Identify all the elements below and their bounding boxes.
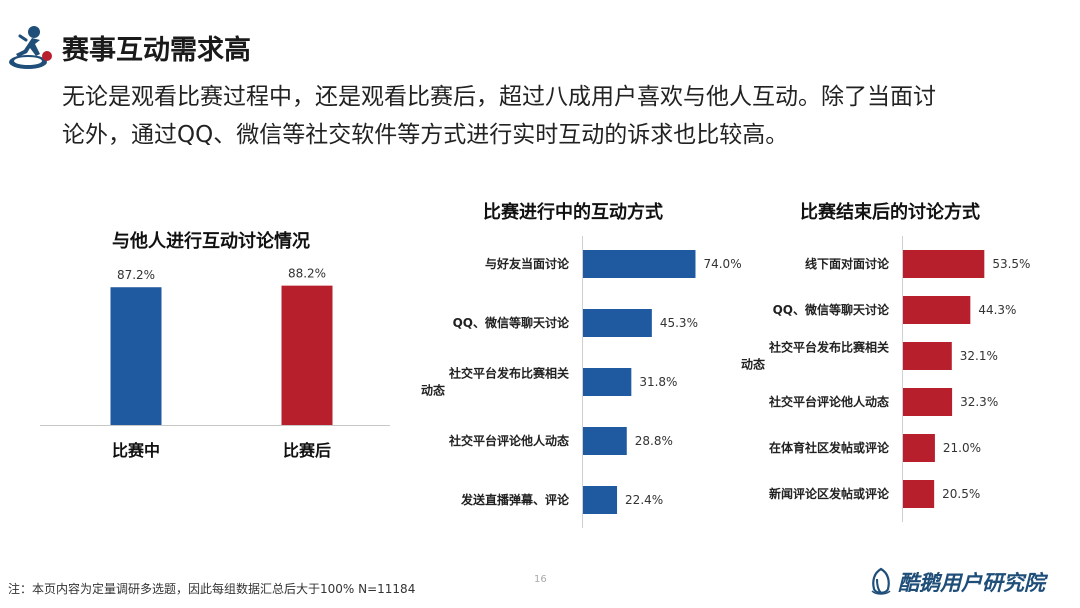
during-match-bar-chart: 74.0% 与好友当面讨论 45.3% QQ、微信等聊天讨论 31.8% 社交平台发布比赛… [421,236,742,528]
data-label: 74.0% [703,257,741,271]
page-title: 赛事互动需求高 [62,35,251,66]
logo-icon [9,26,52,69]
intro-line: 无论是观看比赛过程中，还是观看比赛后，超过八成用户喜欢与他人互动。除了当面讨 [62,84,936,110]
category-label: QQ、微信等聊天讨论 [773,302,890,317]
category-label: 社交平台发布比赛相关 [448,366,569,381]
bar [281,285,333,425]
bar [583,427,627,455]
data-label: 21.0% [943,441,981,455]
category-label: 动态 [741,357,765,372]
intro-line: 论外，通过QQ、微信等社交软件等方式进行实时互动的诉求也比较高。 [62,122,789,148]
bar [583,250,696,278]
after-match-bar-chart: 53.5% 线下面对面讨论 44.3% QQ、微信等聊天讨论 32.1% 社交平台发布比赛… [741,236,1030,522]
data-label: 32.3% [960,395,998,409]
data-label: 44.3% [978,303,1016,317]
data-label: 87.2% [117,268,155,282]
bar [903,480,935,508]
bar [110,287,162,425]
interaction-bar-chart: 87.2% 比赛中 88.2% 比赛后 [40,267,390,460]
intro-text: 无论是观看比赛过程中，还是观看比赛后，超过八成用户喜欢与他人互动。除了当面讨 论… [62,78,1062,154]
data-label: 45.3% [660,316,698,330]
penguin-icon [871,567,891,595]
data-label: 31.8% [639,375,677,389]
bar [903,250,985,278]
category-label: 在体育社区发帖或评论 [769,440,890,455]
bar [583,368,632,396]
category-label: 新闻评论区发帖或评论 [769,486,890,501]
category-label: 与好友当面讨论 [485,256,570,271]
page-number: 16 [534,574,547,585]
chart-title-after-match: 比赛结束后的讨论方式 [800,202,980,223]
brand-name: 酷鹅用户研究院 [898,571,1045,595]
category-label: 线下面对面讨论 [805,256,890,271]
data-label: 88.2% [288,267,326,281]
category-label: 社交平台评论他人动态 [768,394,889,409]
category-label: 社交平台发布比赛相关 [768,340,889,355]
data-label: 22.4% [625,493,663,507]
category-label: QQ、微信等聊天讨论 [453,315,570,330]
bar [903,342,952,370]
chart-title-interaction: 与他人进行互动讨论情况 [112,231,310,252]
category-label: 比赛中 [112,441,160,460]
category-label: 社交平台评论他人动态 [448,433,569,448]
bar [903,296,971,324]
data-label: 32.1% [960,349,998,363]
category-label: 比赛后 [283,441,331,460]
data-label: 20.5% [942,487,980,501]
bar [583,486,618,514]
category-label: 发送直播弹幕、评论 [460,492,570,507]
bar [903,388,953,416]
chart-title-during-match: 比赛进行中的互动方式 [483,202,663,223]
brand-logo: 酷鹅用户研究院 [868,566,1045,598]
footnote: 注：本页内容为定量调研多选题，因此每组数据汇总后大于100% N=11184 [8,582,416,596]
category-label: 动态 [421,383,445,398]
bar [583,309,652,337]
data-label: 28.8% [635,434,673,448]
data-label: 53.5% [992,257,1030,271]
bar [903,434,935,462]
